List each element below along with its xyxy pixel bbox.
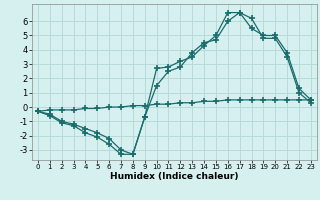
X-axis label: Humidex (Indice chaleur): Humidex (Indice chaleur) — [110, 172, 239, 181]
